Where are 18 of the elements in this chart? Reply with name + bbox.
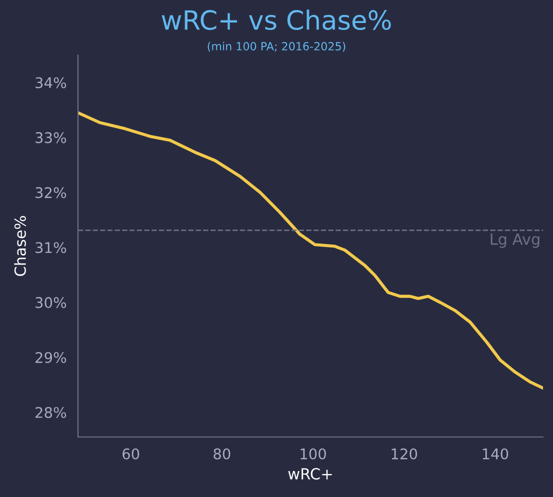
x-tick-label: 80 [214,448,230,460]
x-tick-label: 60 [122,448,140,460]
y-tick-label: 33% [36,132,66,144]
x-tick-label: 100 [300,448,326,460]
x-tick-label: 140 [482,448,508,460]
y-tick-label: 34% [36,77,66,88]
x-axis-title: wRC+ [288,468,332,480]
ref-line-label: Lg Avg [490,234,540,248]
x-tick-label: 120 [392,448,418,460]
y-tick-label: 31% [36,242,66,254]
y-tick-label: 30% [36,297,66,308]
chart-subtitle: (min 100 PA; 2016-2025) [208,42,346,52]
y-tick-label: 29% [36,352,66,364]
chart-title: wRC+ vs Chase% [162,10,391,30]
y-tick-label: 28% [36,406,66,418]
y-tick-label: 32% [36,187,66,198]
line-series [78,111,543,390]
y-axis-title: Chase% [14,216,26,276]
